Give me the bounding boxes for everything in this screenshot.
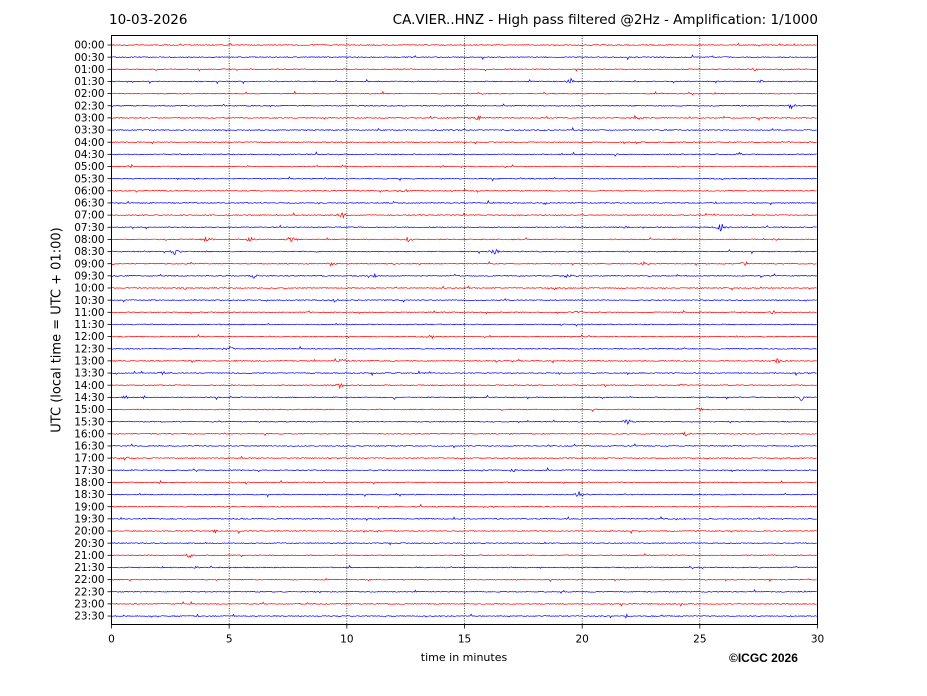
y-tick-label: 17:30 — [74, 465, 104, 477]
y-tick-label: 04:30 — [74, 149, 104, 161]
y-tick-label: 14:30 — [74, 392, 104, 404]
seismic-trace — [112, 466, 817, 473]
x-axis-label: time in minutes — [420, 651, 508, 664]
y-tick-label: 14:00 — [74, 380, 104, 392]
y-tick-label: 13:30 — [74, 368, 104, 380]
y-tick-label: 06:30 — [74, 198, 104, 210]
seismic-trace — [111, 77, 817, 85]
y-tick-label: 15:30 — [74, 416, 104, 428]
seismic-trace — [111, 67, 817, 72]
seismic-trace — [111, 577, 817, 583]
y-tick-label: 04:00 — [74, 137, 104, 149]
seismic-trace — [111, 212, 817, 219]
y-tick-label: 02:30 — [74, 100, 104, 112]
y-tick-label: 05:30 — [74, 173, 104, 185]
seismic-trace — [111, 151, 817, 157]
y-tick-label: 06:00 — [74, 185, 104, 197]
y-tick-label: 13:00 — [74, 356, 104, 368]
y-tick-label: 17:00 — [74, 453, 104, 465]
y-tick-label: 20:00 — [74, 526, 104, 538]
y-axis-label: UTC (local time = UTC + 01:00) — [49, 227, 65, 433]
chart-title: CA.VIER..HNZ - High pass filtered @2Hz -… — [392, 12, 818, 28]
seismic-trace — [111, 126, 817, 132]
seismic-trace — [111, 54, 817, 61]
x-tick-label: 25 — [693, 634, 706, 646]
x-tick-label: 10 — [340, 634, 353, 646]
y-tick-label: 01:00 — [74, 64, 104, 76]
seismic-trace — [111, 140, 817, 145]
y-tick-label: 15:00 — [74, 404, 104, 416]
y-tick-label: 00:00 — [74, 40, 104, 52]
y-tick-label: 19:30 — [74, 513, 104, 525]
grid-lines — [228, 35, 701, 625]
seismic-trace — [112, 285, 817, 291]
y-tick-label: 22:30 — [74, 586, 104, 598]
y-tick-label: 01:30 — [74, 76, 104, 88]
seismic-trace — [111, 370, 817, 377]
y-tick-label: 12:30 — [74, 343, 104, 355]
x-tick-label: 5 — [226, 634, 233, 646]
seismic-trace — [111, 42, 817, 47]
y-tick-label: 11:00 — [74, 307, 104, 319]
seismic-trace — [111, 564, 817, 570]
seismic-trace — [111, 394, 817, 401]
y-tick-label: 18:00 — [74, 477, 104, 489]
y-tick-label: 23:00 — [74, 599, 104, 611]
y-tick-label: 21:00 — [74, 550, 104, 562]
date-label: 10-03-2026 — [109, 12, 188, 28]
y-tick-label: 10:30 — [74, 295, 104, 307]
y-tick-label: 07:30 — [74, 222, 104, 234]
seismic-trace — [111, 114, 817, 122]
seismic-trace — [111, 223, 817, 232]
y-tick-label: 11:30 — [74, 319, 104, 331]
y-tick-label: 08:00 — [74, 234, 104, 246]
y-tick-label: 09:30 — [74, 270, 104, 282]
y-tick-label: 22:00 — [74, 574, 104, 586]
y-tick-label: 16:00 — [74, 428, 104, 440]
y-tick-label: 03:30 — [74, 125, 104, 137]
y-tick-label: 18:30 — [74, 489, 104, 501]
y-tick-label: 00:30 — [74, 52, 104, 64]
x-tick-label: 15 — [458, 634, 471, 646]
seismic-trace — [111, 491, 817, 498]
y-tick-label: 02:00 — [74, 88, 104, 100]
seismic-trace — [111, 529, 817, 535]
y-tick-label: 09:00 — [74, 258, 104, 270]
y-tick-label: 19:00 — [74, 501, 104, 513]
y-tick-label: 05:00 — [74, 161, 104, 173]
seismic-trace — [111, 298, 817, 303]
y-tick-label: 21:30 — [74, 562, 104, 574]
x-axis: 0 5 10 15 20 25 30 — [108, 624, 824, 646]
y-tick-label: 20:30 — [74, 538, 104, 550]
y-tick-label: 10:00 — [74, 283, 104, 295]
y-axis: 00:0000:3001:0001:3002:0002:3003:0003:30… — [74, 40, 112, 623]
seismic-trace — [111, 479, 817, 485]
copyright-label: ©ICGC 2026 — [729, 651, 798, 665]
seismic-trace — [111, 309, 817, 315]
seismic-trace — [112, 322, 817, 327]
y-tick-label: 16:30 — [74, 441, 104, 453]
seismic-trace — [111, 589, 817, 594]
y-tick-label: 08:30 — [74, 246, 104, 258]
y-tick-label: 07:00 — [74, 210, 104, 222]
x-tick-label: 20 — [575, 634, 588, 646]
y-tick-label: 23:30 — [74, 611, 104, 623]
y-tick-label: 03:00 — [74, 113, 104, 125]
seismic-trace — [112, 431, 817, 437]
y-tick-label: 12:00 — [74, 331, 104, 343]
x-tick-label: 0 — [108, 634, 115, 646]
x-tick-label: 30 — [811, 634, 824, 646]
seismic-trace — [111, 407, 817, 412]
seismic-trace — [111, 236, 817, 243]
seismic-trace — [111, 552, 817, 558]
